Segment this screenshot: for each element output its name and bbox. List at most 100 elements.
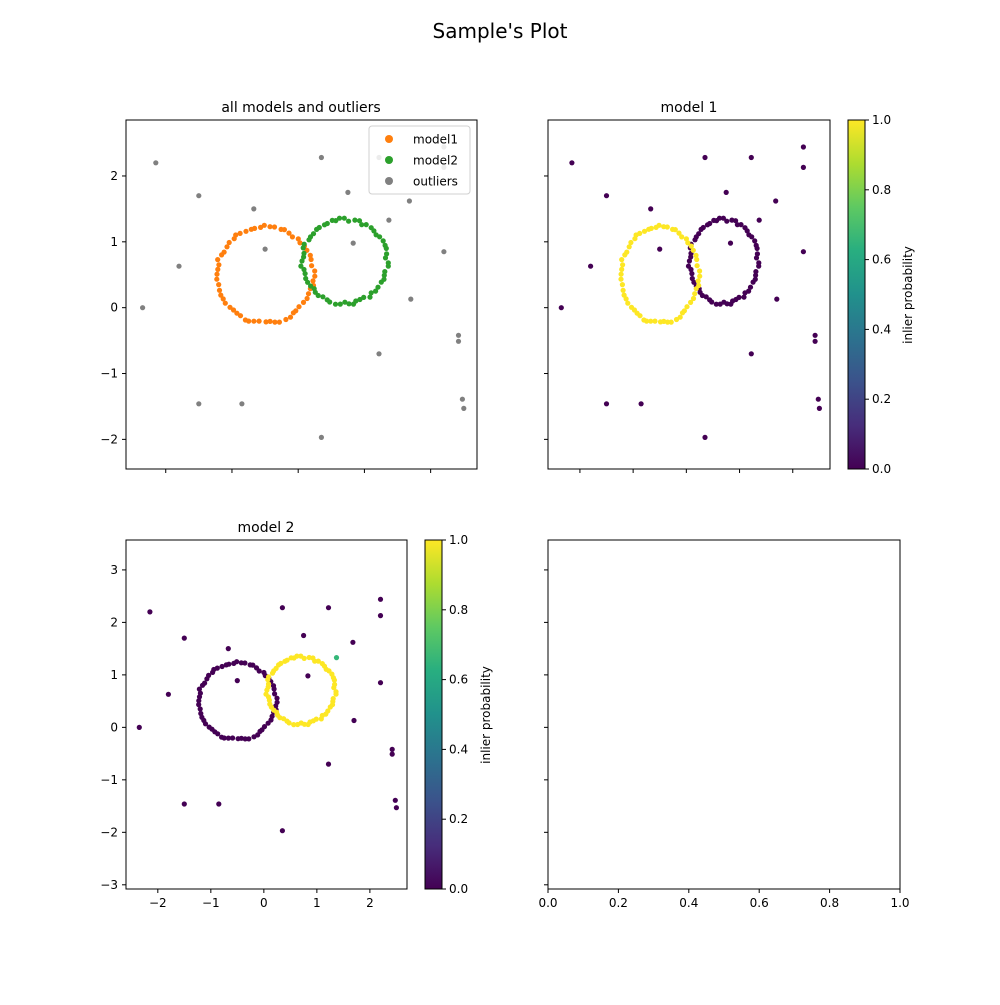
model1-point <box>310 278 316 284</box>
colorbar-1-gradient <box>847 119 866 470</box>
model1-point <box>304 295 310 302</box>
legend-box <box>368 125 471 195</box>
model1-inlier-point <box>697 273 703 279</box>
model2-point <box>746 288 752 294</box>
outlier-point <box>377 680 384 686</box>
model1-inlier-point <box>684 304 690 310</box>
model1-point <box>305 291 312 297</box>
model2-point <box>352 217 358 223</box>
model1-point <box>230 735 236 741</box>
model1-inlier-point <box>619 257 625 263</box>
model2-point <box>384 251 390 257</box>
y-tick-label: 2 <box>110 169 118 183</box>
panel-4-ticks: 0.0 0.2 0.4 0.6 0.8 1.0 <box>538 569 910 910</box>
model2-point <box>306 237 312 243</box>
colorbar-model-1: inlier probability 0.0 0.2 0.4 0.6 0.8 1.0 <box>847 113 915 476</box>
model1-point <box>261 724 268 730</box>
model1-inlier-point <box>618 276 624 282</box>
outlier-point <box>800 144 807 150</box>
model2-point <box>305 279 311 285</box>
outlier-point <box>351 717 357 724</box>
model1-point <box>226 239 232 246</box>
model1-point <box>242 736 248 742</box>
panel-2-points <box>558 144 823 440</box>
model2-point <box>320 294 326 300</box>
model2-point <box>329 217 335 223</box>
outlier-point <box>773 198 779 204</box>
model1-inlier-point <box>623 296 629 302</box>
model1-point <box>215 266 221 272</box>
model2-point <box>746 232 752 238</box>
model2-point <box>381 276 387 282</box>
x-tick-label: 0.6 <box>750 896 769 910</box>
model1-point <box>202 721 209 727</box>
model1-point <box>267 224 273 230</box>
model1-point <box>238 660 244 666</box>
model2-inlier-point <box>265 677 271 683</box>
x-tick-label: 0.8 <box>820 896 839 910</box>
legend-marker-outliers <box>385 177 393 185</box>
model1-inlier-point <box>665 319 671 325</box>
model1-inlier-point <box>670 226 676 232</box>
model2-point <box>711 217 717 223</box>
model1-point <box>270 683 277 689</box>
model1-point <box>216 262 222 268</box>
colorbar-1-tick-label: 0.8 <box>872 183 891 197</box>
y-tick-label: 0 <box>110 720 118 734</box>
model1-point <box>246 318 252 324</box>
model1-inlier-point <box>694 263 700 269</box>
outlier-point <box>800 164 807 170</box>
model1-point <box>210 669 216 676</box>
model1-inlier-point <box>677 314 683 320</box>
model2-point <box>368 225 374 231</box>
model2-point <box>691 279 697 285</box>
model1-point <box>215 731 221 737</box>
model1-inlier-point <box>619 266 625 272</box>
model1-point <box>283 316 289 323</box>
model1-point <box>214 271 220 277</box>
outlier-point <box>325 761 332 767</box>
panel-all-models: all models and outliers −2 −1 0 1 2 model1 m… <box>100 100 478 473</box>
outlier-point <box>251 206 257 212</box>
x-tick-label: 0.2 <box>609 896 628 910</box>
model2-inlier-point <box>288 655 294 661</box>
panel-2-ticks <box>544 175 794 473</box>
model1-point <box>297 240 303 246</box>
model2-point <box>298 263 304 269</box>
panel-1-points <box>140 144 467 440</box>
model1-point <box>219 252 225 258</box>
legend-label-outliers: outliers <box>413 175 458 189</box>
model1-point <box>271 224 278 230</box>
model2-point <box>375 284 381 290</box>
model1-point <box>243 228 249 234</box>
outlier-point <box>279 828 285 834</box>
panel-3-points <box>136 596 399 834</box>
outlier-point <box>702 154 708 161</box>
model1-point <box>221 735 227 741</box>
model1-point <box>274 699 280 705</box>
model2-point <box>361 294 367 300</box>
model2-inlier-point <box>313 716 319 722</box>
x-tick-label: 0.4 <box>679 896 698 910</box>
model1-inlier-point <box>692 291 698 297</box>
model1-inlier-point <box>695 278 701 284</box>
outlier-point <box>225 646 231 652</box>
model2-point <box>688 266 694 273</box>
outlier-point <box>748 351 754 357</box>
model2-point <box>359 222 365 228</box>
model2-point <box>741 294 747 300</box>
model2-inlier-point <box>291 722 297 728</box>
outlier-point <box>389 746 395 753</box>
outlier-point <box>301 632 307 639</box>
panel-3-frame <box>125 539 408 890</box>
model2-point <box>713 301 719 307</box>
model2-point <box>353 298 359 304</box>
model1-inlier-point <box>652 318 658 324</box>
model1-inlier-point <box>690 295 697 302</box>
colorbar-1-label: inlier probability <box>901 246 915 344</box>
model2-point <box>753 242 759 248</box>
model2-inlier-point <box>332 681 338 688</box>
legend-label-model1: model1 <box>413 133 458 147</box>
model1-point <box>220 296 226 302</box>
